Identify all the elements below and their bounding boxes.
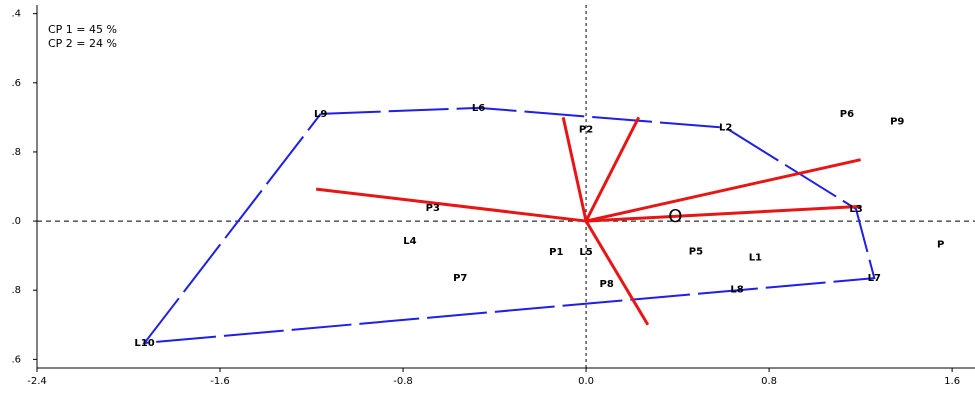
point-label: P1 [549,247,563,258]
point-label: P8 [600,279,614,290]
y-tick-label: .4 [11,9,21,20]
point-label: L9 [314,109,327,120]
x-tick-label: 0.0 [578,376,594,387]
point-label: L1 [749,252,762,263]
point-label: L4 [403,236,416,247]
point-label: L6 [472,103,485,114]
point-label: P2 [579,124,593,135]
annotation: CP 1 = 45 % [48,23,117,36]
point-label: P7 [453,273,467,284]
point-label: L10 [134,338,154,349]
y-tick-label: .0 [11,216,21,227]
x-tick-label: -1.6 [210,376,230,387]
point-label: L5 [579,247,592,258]
y-tick-label: .8 [11,285,21,296]
ray [315,187,587,223]
ray [585,204,861,223]
point-label: L7 [868,273,881,284]
origin-label: O [668,206,682,227]
x-tick-label: 1.6 [944,376,960,387]
ray [584,220,650,326]
point-label: L8 [730,284,743,295]
point-label: P3 [426,203,440,214]
point-label: P [937,239,944,250]
x-tick-label: -2.4 [27,376,47,387]
x-tick-label: 0.8 [761,376,777,387]
polygon [142,106,876,345]
ray [561,117,588,222]
point-label: L3 [849,204,862,215]
point-label: P9 [890,117,904,128]
point-label: P6 [840,109,854,120]
ray [584,116,641,222]
ray [585,158,861,223]
y-tick-label: .6 [11,78,21,89]
point-label: P5 [689,246,703,257]
point-label: L2 [719,123,732,134]
y-tick-label: .6 [11,354,21,365]
annotation: CP 2 = 24 % [48,37,117,50]
x-tick-label: -0.8 [393,376,413,387]
y-tick-label: .8 [11,147,21,158]
